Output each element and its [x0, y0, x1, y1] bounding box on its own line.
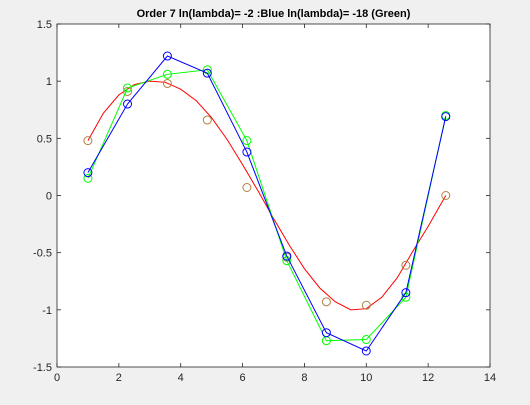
series-1-marker [242, 182, 252, 192]
series-2-marker [83, 173, 93, 183]
series-3-marker [123, 99, 133, 109]
chart-title: Order 7 ln(lambda)= -2 :Blue ln(lambda)=… [137, 8, 411, 20]
series-1-marker [162, 78, 172, 88]
series-1-marker [123, 86, 133, 96]
series-3-marker [202, 68, 212, 78]
series-2-line [87, 69, 447, 342]
series-2-marker [123, 83, 133, 93]
x-tick-label: 10 [360, 372, 372, 384]
series-layer [83, 51, 451, 356]
x-tick-label: 14 [484, 372, 496, 384]
series-3-marker [401, 288, 411, 298]
series-1-marker [202, 115, 212, 125]
series-3-line [87, 55, 447, 352]
series-3-marker [282, 251, 292, 261]
series-1-marker [401, 260, 411, 270]
axes-layer: 0 2 4 6 8 10 12 14 -1.5 -1 -0.5 0 0.5 1 1.5 [33, 19, 496, 384]
series-1-marker [83, 136, 93, 146]
series-3-marker [441, 112, 451, 122]
x-tick-label: 6 [240, 372, 246, 384]
y-tick-label: 1 [46, 76, 52, 88]
series-2-marker [242, 136, 252, 146]
series-3-marker [83, 168, 93, 178]
x-tick-label: 4 [178, 372, 184, 384]
series-3-marker [361, 346, 371, 356]
series-2-marker [361, 335, 371, 345]
y-tick-label: 1.5 [37, 19, 52, 31]
series-3-marker [242, 147, 252, 157]
plot-area [57, 24, 490, 367]
series-1-marker [321, 297, 331, 307]
series-1-marker [361, 300, 371, 310]
series-3-marker [162, 51, 172, 61]
y-tick-label: -1.5 [33, 362, 52, 374]
x-tick-label: 8 [301, 372, 307, 384]
series-2-marker [162, 69, 172, 79]
y-tick-label: -0.5 [33, 248, 52, 260]
y-tick-label: 0 [46, 191, 52, 203]
y-tick-label: -1 [42, 305, 52, 317]
series-1-marker [441, 191, 451, 200]
x-tick-label: 2 [116, 372, 122, 384]
x-tick-label: 12 [422, 372, 434, 384]
y-tick-label: 0.5 [37, 133, 52, 145]
x-tick-label: 0 [54, 372, 60, 384]
series-3-marker [321, 328, 331, 338]
series-3 [83, 51, 451, 356]
series-1 [83, 78, 451, 310]
